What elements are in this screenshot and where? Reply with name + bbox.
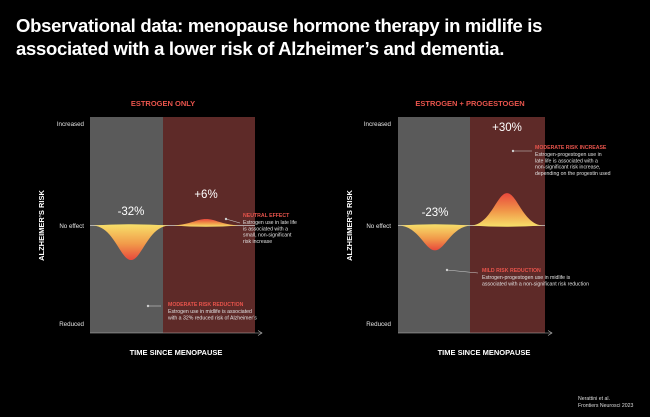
annotation-title: MODERATE RISK INCREASE bbox=[535, 145, 607, 151]
panel-title: ESTROGEN ONLY bbox=[131, 99, 195, 108]
annotation-text-line: Estrogen-progestogen use in bbox=[535, 152, 602, 158]
effect-curve bbox=[471, 193, 543, 227]
annotation-title: MODERATE RISK REDUCTION bbox=[168, 302, 244, 308]
annotation-text-line: late life is associated with a bbox=[535, 158, 598, 164]
annotation-pointer-tip bbox=[445, 268, 449, 272]
y-tick-label: No effect bbox=[366, 223, 391, 230]
annotation-text-line: Estrogen use in late life bbox=[243, 220, 297, 226]
title-line-2: associated with a lower risk of Alzheime… bbox=[16, 38, 505, 59]
value-label: -32% bbox=[118, 206, 145, 218]
annotation-pointer bbox=[225, 218, 241, 224]
panel-title: ESTROGEN + PROGESTOGEN bbox=[415, 99, 524, 108]
title-line-1: Observational data: menopause hormone th… bbox=[16, 15, 543, 36]
page-title: Observational data: menopause hormone th… bbox=[16, 14, 616, 60]
annotation-title: MILD RISK REDUCTION bbox=[482, 268, 541, 274]
y-tick-label: Reduced bbox=[366, 321, 391, 328]
citation-line-1: Nerattini et al. bbox=[578, 396, 611, 402]
x-axis-label: TIME SINCE MENOPAUSE bbox=[130, 348, 223, 357]
annotation-text-line: Estrogen use in midlife is associated bbox=[168, 309, 252, 315]
effect-curve bbox=[173, 219, 239, 227]
annotation-pointer bbox=[446, 269, 479, 274]
annotation-text-line: small, non-significant bbox=[243, 233, 292, 239]
chart-panel-1: ESTROGEN ONLY Increased No effect Reduced AL… bbox=[37, 99, 297, 357]
x-axis-arrow bbox=[257, 330, 263, 336]
annotation-text-line: depending on the progestin used bbox=[535, 171, 611, 177]
annotation-pointer-tip bbox=[146, 304, 150, 308]
annotation-title: NEUTRAL EFFECT bbox=[243, 213, 290, 219]
y-tick-label: Increased bbox=[364, 121, 392, 128]
citation: Nerattini et al. Frontiers Neurosci 2023 bbox=[578, 396, 646, 410]
effect-curve bbox=[399, 224, 471, 251]
y-tick-label: Reduced bbox=[59, 321, 84, 328]
value-label: -23% bbox=[422, 207, 449, 219]
y-tick-label: Increased bbox=[57, 121, 85, 128]
y-tick-label: No effect bbox=[59, 223, 84, 230]
annotation-text-line: Estrogen-progestogen use in midlife is bbox=[482, 275, 571, 281]
y-axis-label: ALZHEIMER’S RISK bbox=[37, 190, 46, 261]
annotation-pointer-tip bbox=[511, 149, 515, 153]
value-label: +30% bbox=[492, 122, 522, 134]
chart-panel-2: ESTROGEN + PROGESTOGEN Increased No effect… bbox=[345, 99, 611, 357]
annotation-text-line: non-significant risk increase, bbox=[535, 165, 600, 171]
x-axis-arrow bbox=[547, 330, 553, 336]
annotation-text-line: risk increase bbox=[243, 239, 272, 245]
annotation-text-line: with a 32% reduced risk of Alzheimer’s bbox=[168, 315, 257, 321]
effect-curve bbox=[93, 224, 169, 261]
citation-line-2: Frontiers Neurosci 2023 bbox=[578, 403, 634, 409]
y-axis-label: ALZHEIMER’S RISK bbox=[345, 190, 354, 261]
x-axis-label: TIME SINCE MENOPAUSE bbox=[438, 348, 531, 357]
annotation-text-line: is associated with a bbox=[243, 226, 288, 232]
annotation-text-line: associated with a non-significant risk r… bbox=[482, 281, 589, 287]
value-label: +6% bbox=[194, 189, 217, 201]
annotation-pointer-tip bbox=[224, 217, 228, 221]
